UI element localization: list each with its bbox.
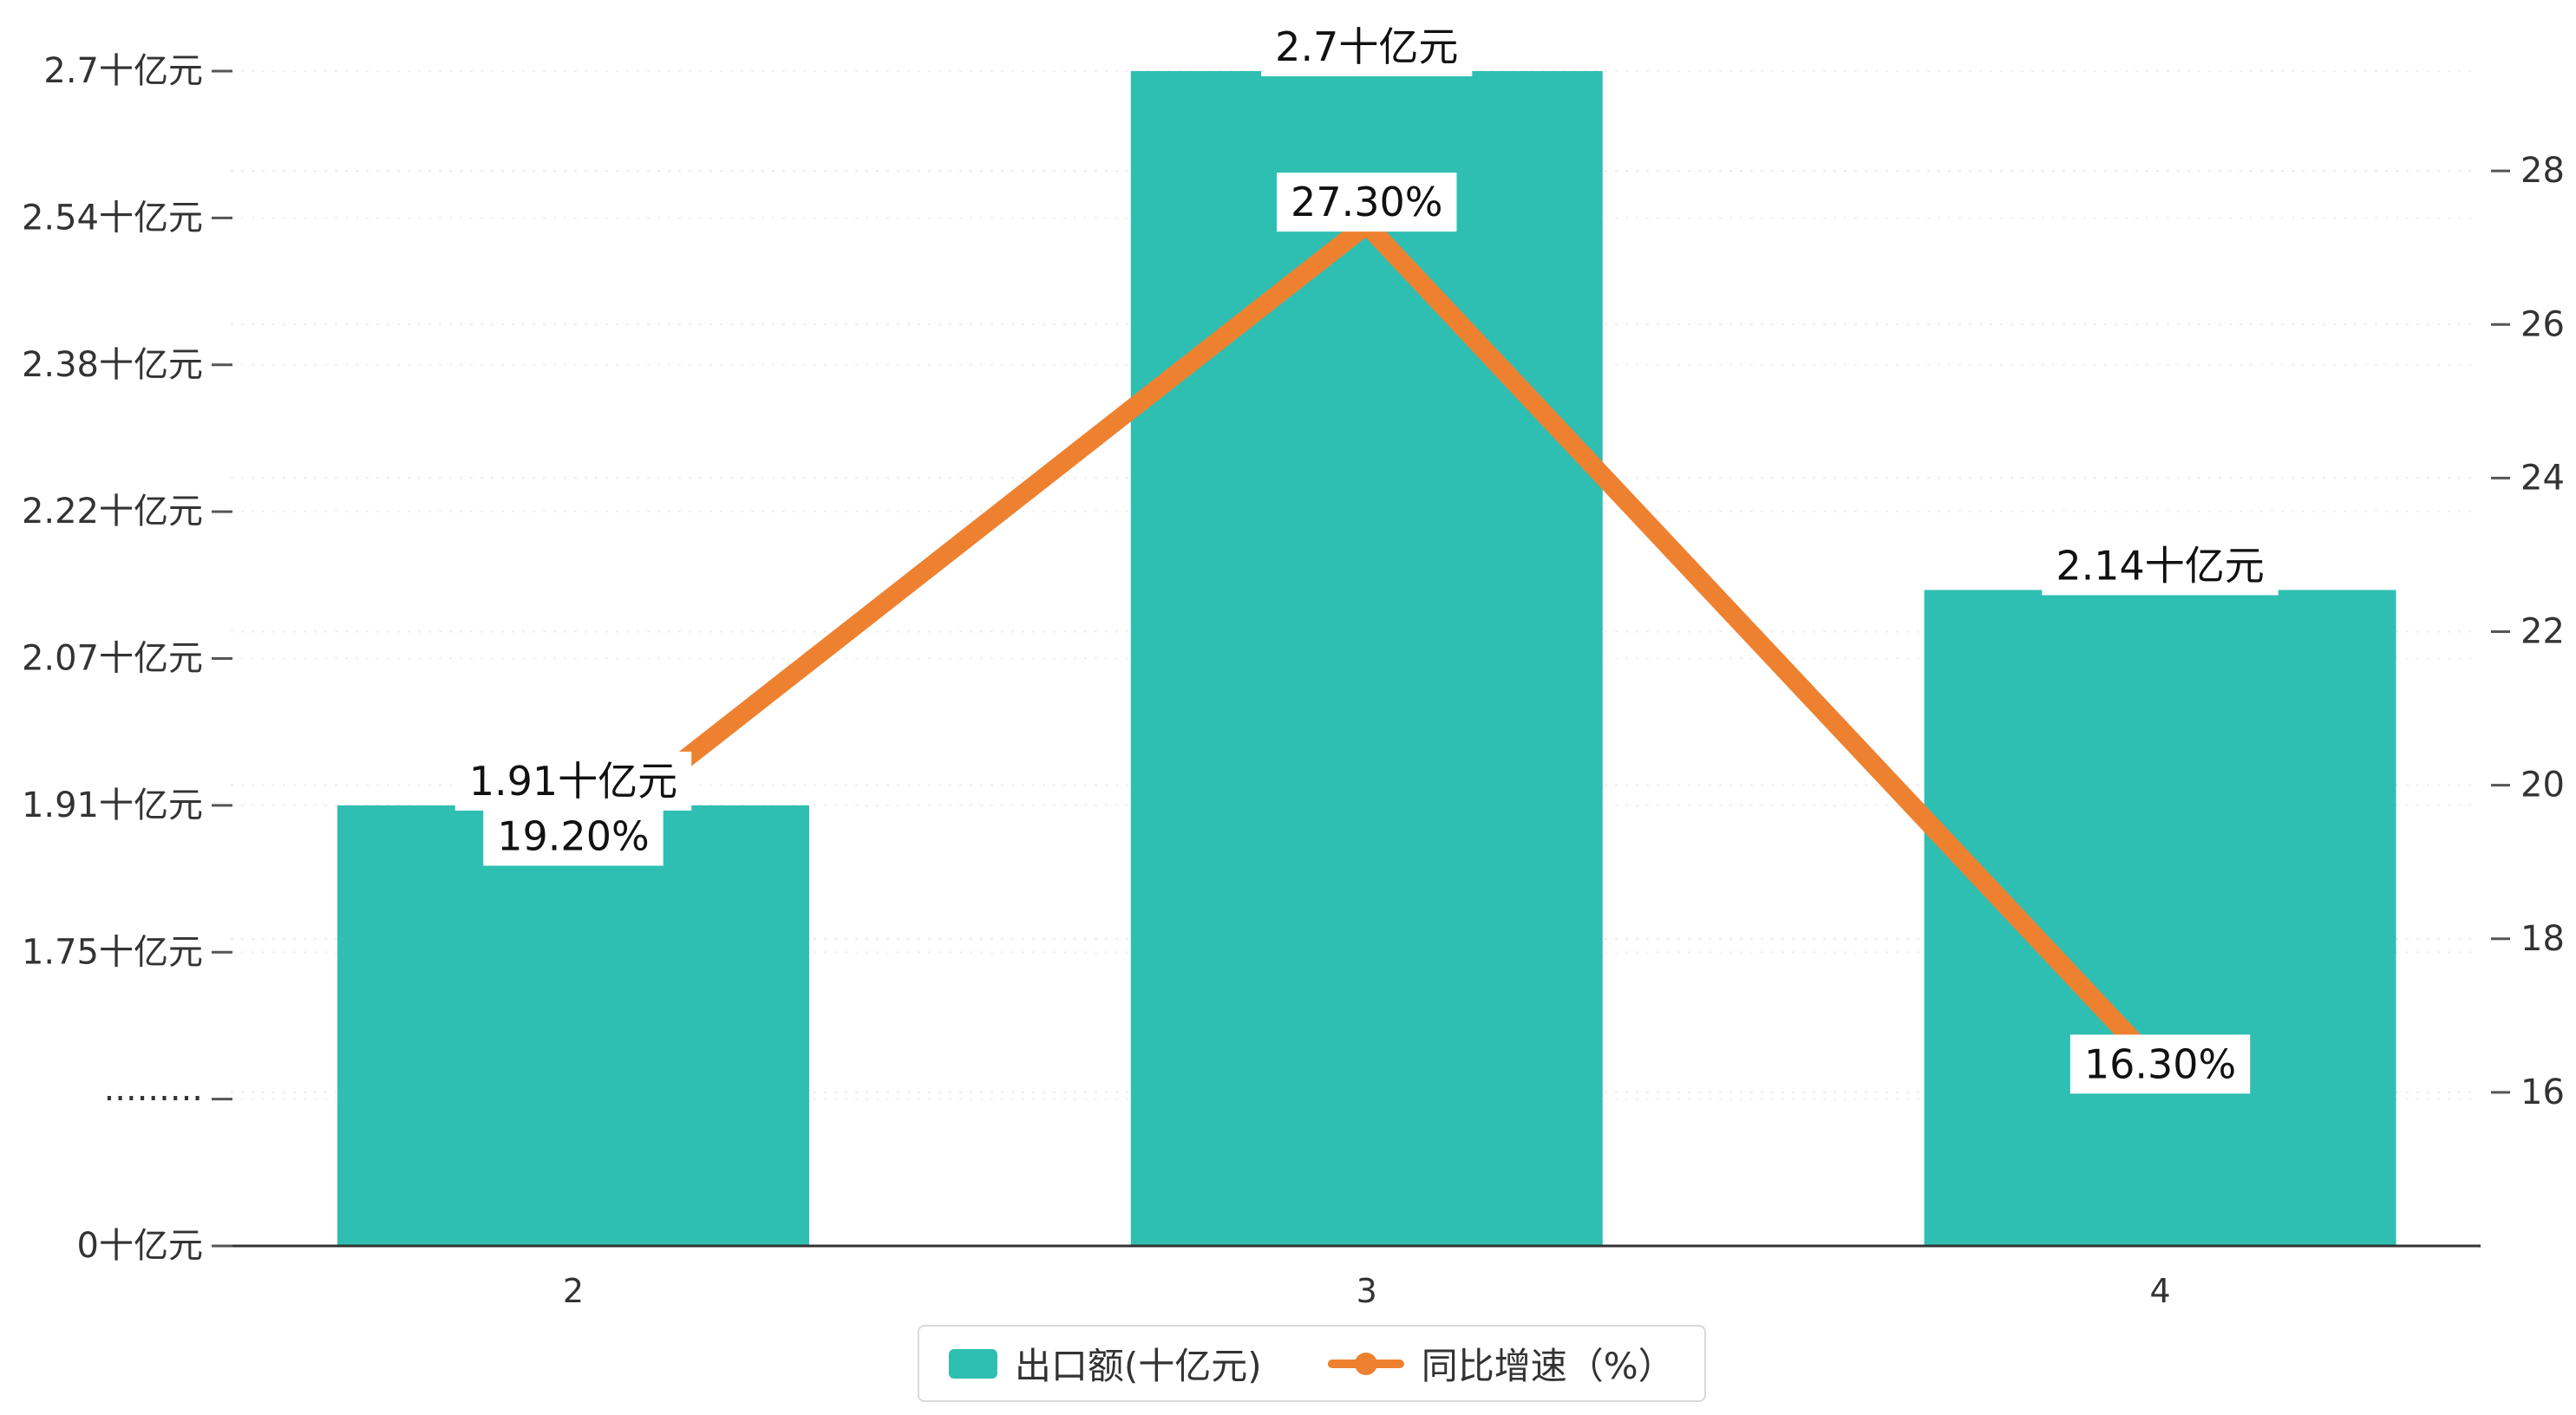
x-axis-category-label: 2 (563, 1272, 584, 1310)
left-axis-tick-label: 1.91十亿元 (22, 786, 203, 825)
x-axis-category-label: 4 (2149, 1272, 2170, 1310)
bar-4 (1924, 590, 2396, 1246)
right-axis-tick-label: 24 (2520, 458, 2565, 498)
svg-text:16.30%: 16.30% (2084, 1040, 2236, 1087)
legend: 出口额(十亿元) 同比增速（%） (917, 1325, 1706, 1402)
bar-value-label-4: 2.14十亿元 (2042, 536, 2279, 596)
right-axis-tick-label: 26 (2520, 304, 2565, 344)
line-value-label-4: 16.30% (2069, 1034, 2251, 1094)
left-axis-tick-label: ········· (104, 1079, 203, 1119)
line-value-label-2: 19.20% (483, 806, 664, 866)
svg-text:19.20%: 19.20% (497, 812, 649, 859)
bar-value-label-3: 2.7十亿元 (1261, 17, 1473, 76)
right-axis-tick-label: 28 (2520, 151, 2565, 191)
svg-text:2.7十亿元: 2.7十亿元 (1275, 23, 1458, 70)
svg-text:1.91十亿元: 1.91十亿元 (469, 758, 677, 805)
bar-2 (337, 805, 809, 1246)
svg-text:2.14十亿元: 2.14十亿元 (2056, 542, 2264, 589)
left-axis-tick-label: 2.07十亿元 (22, 639, 203, 679)
left-axis-tick-label: 1.75十亿元 (22, 932, 203, 972)
left-axis-tick-label: 2.54十亿元 (22, 198, 203, 238)
x-axis-category-label: 3 (1357, 1272, 1377, 1310)
svg-text:27.30%: 27.30% (1291, 179, 1442, 225)
bar-value-label-2: 1.91十亿元 (454, 751, 692, 811)
left-axis-tick-label: 0十亿元 (77, 1226, 203, 1266)
left-axis-tick-label: 2.7十亿元 (43, 51, 203, 91)
bar-series-swatch-icon (948, 1348, 997, 1379)
bar-3 (1130, 71, 1603, 1246)
right-axis-tick-label: 20 (2520, 766, 2565, 805)
line-value-label-3: 27.30% (1277, 173, 1457, 232)
line-series-dot-icon (1354, 1352, 1377, 1375)
legend-label-export: 出口额(十亿元) (1014, 1345, 1262, 1387)
right-axis-tick-label: 22 (2520, 612, 2565, 652)
line-series-swatch-icon (1327, 1352, 1404, 1375)
right-axis-tick-label: 16 (2520, 1073, 2565, 1112)
legend-label-growth: 同比增速（%） (1421, 1345, 1675, 1387)
legend-item-growth[interactable]: 同比增速（%） (1327, 1337, 1675, 1390)
left-axis-tick-label: 2.38十亿元 (22, 345, 203, 385)
left-axis-tick-label: 2.22十亿元 (22, 492, 203, 531)
right-axis-tick-label: 18 (2520, 919, 2565, 959)
legend-item-export[interactable]: 出口额(十亿元) (948, 1337, 1262, 1390)
